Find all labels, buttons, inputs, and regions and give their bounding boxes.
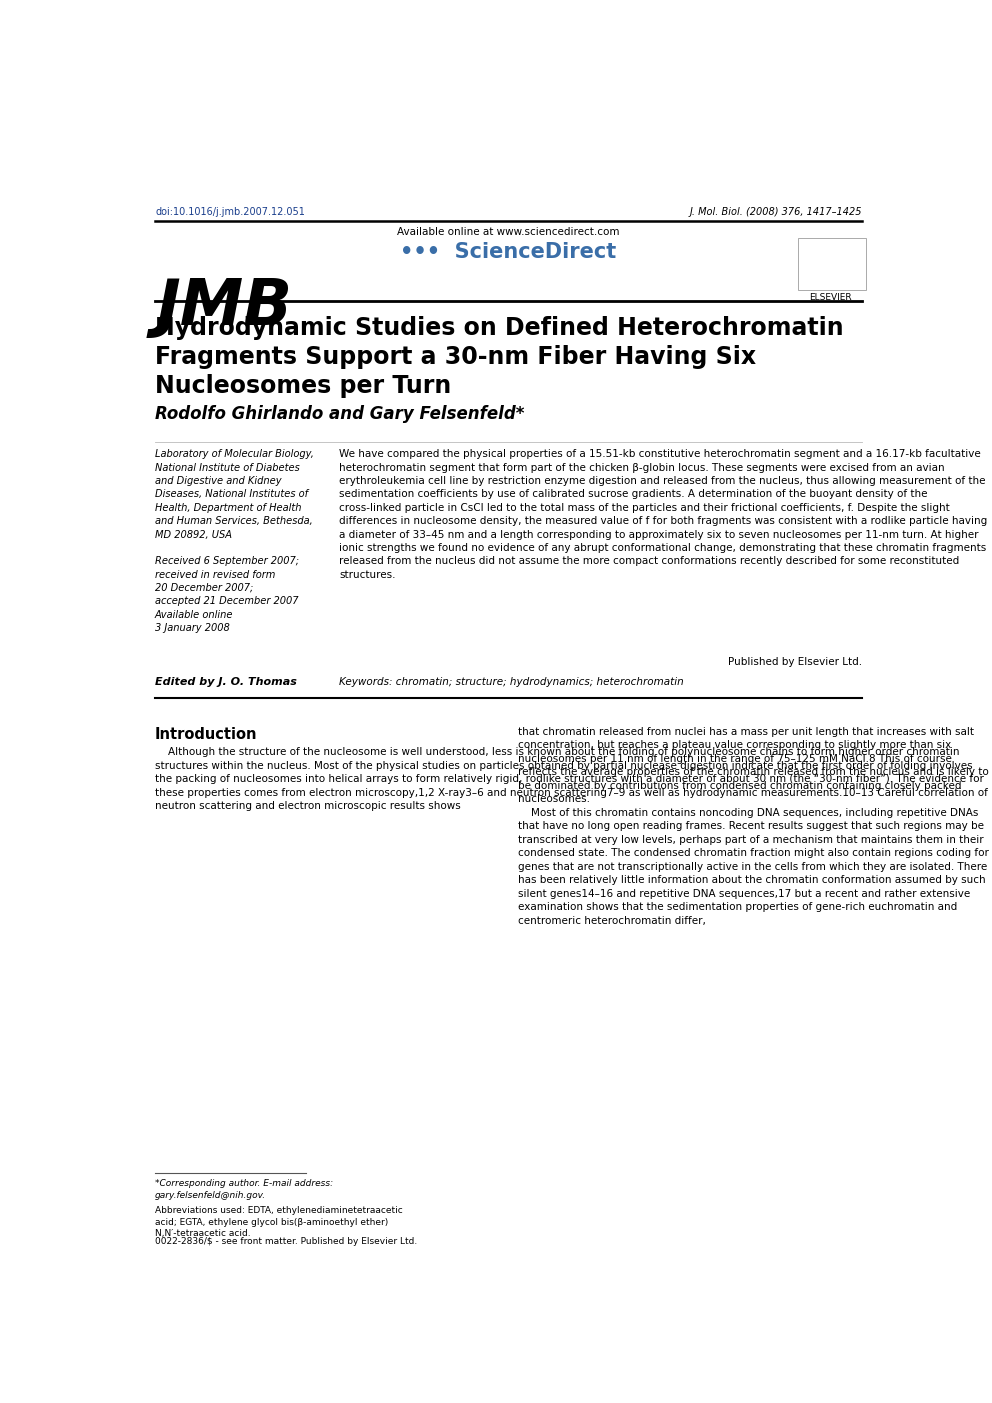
Text: *Corresponding author. E-mail address:
gary.felsenfeld@nih.gov.: *Corresponding author. E-mail address: g… (155, 1180, 333, 1200)
Text: Available online at www.sciencedirect.com: Available online at www.sciencedirect.co… (397, 227, 620, 237)
Text: Introduction: Introduction (155, 727, 258, 742)
Text: ELSEVIER: ELSEVIER (809, 293, 852, 302)
Text: that chromatin released from nuclei has a mass per unit length that increases wi: that chromatin released from nuclei has … (518, 727, 989, 926)
Text: Keywords: chromatin; structure; hydrodynamics; heterochromatin: Keywords: chromatin; structure; hydrodyn… (339, 676, 684, 686)
Text: Hydrodynamic Studies on Defined Heterochromatin
Fragments Support a 30-nm Fiber : Hydrodynamic Studies on Defined Heteroch… (155, 316, 843, 397)
Text: doi:10.1016/j.jmb.2007.12.051: doi:10.1016/j.jmb.2007.12.051 (155, 206, 305, 217)
Text: J. Mol. Biol. (2008) 376, 1417–1425: J. Mol. Biol. (2008) 376, 1417–1425 (689, 206, 862, 217)
Text: Rodolfo Ghirlando and Gary Felsenfeld*: Rodolfo Ghirlando and Gary Felsenfeld* (155, 404, 525, 422)
Text: Published by Elsevier Ltd.: Published by Elsevier Ltd. (728, 658, 862, 668)
Text: 0022-2836/$ - see front matter. Published by Elsevier Ltd.: 0022-2836/$ - see front matter. Publishe… (155, 1237, 418, 1246)
Text: •••  ScienceDirect: ••• ScienceDirect (401, 243, 616, 262)
Text: Laboratory of Molecular Biology,
National Institute of Diabetes
and Digestive an: Laboratory of Molecular Biology, Nationa… (155, 449, 313, 633)
Text: Abbreviations used: EDTA, ethylenediaminetetraacetic
acid; EGTA, ethylene glycol: Abbreviations used: EDTA, ethylenediamin… (155, 1207, 403, 1239)
Text: We have compared the physical properties of a 15.51-kb constitutive heterochroma: We have compared the physical properties… (339, 449, 988, 579)
Text: Edited by J. O. Thomas: Edited by J. O. Thomas (155, 676, 297, 686)
Text: JMB: JMB (157, 276, 293, 338)
Text: Although the structure of the nucleosome is well understood, less is known about: Although the structure of the nucleosome… (155, 748, 988, 811)
